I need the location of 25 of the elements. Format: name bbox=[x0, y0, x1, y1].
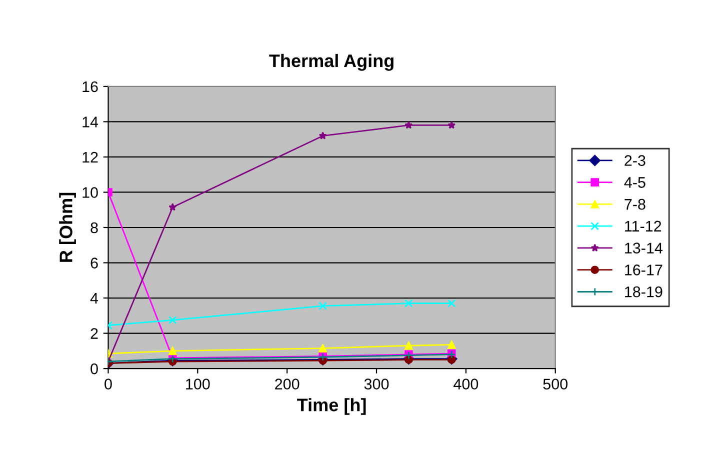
x-tick-label: 500 bbox=[543, 378, 568, 390]
legend-label: 7-8 bbox=[624, 198, 646, 210]
legend-label: 16-17 bbox=[625, 264, 662, 276]
x-axis-title: Time [h] bbox=[297, 398, 366, 415]
chart-title: Thermal Aging bbox=[269, 54, 394, 71]
y-tick-label: 14 bbox=[82, 116, 98, 128]
x-tick-label: 0 bbox=[104, 378, 112, 390]
y-tick-label: 6 bbox=[90, 258, 98, 268]
x-tick-label: 400 bbox=[454, 378, 478, 390]
x-tick-label: 200 bbox=[275, 378, 300, 390]
y-tick-label: 10 bbox=[82, 187, 98, 198]
legend-label: 18-19 bbox=[625, 286, 662, 298]
legend-label: 11-12 bbox=[625, 220, 662, 232]
y-axis-title: R [Ohm] bbox=[59, 192, 76, 262]
y-tick-label: 16 bbox=[82, 81, 98, 92]
y-tick-label: 12 bbox=[82, 152, 98, 163]
legend-label: 13-14 bbox=[625, 242, 663, 254]
y-tick-label: 8 bbox=[90, 222, 98, 234]
legend-label: 4-5 bbox=[624, 177, 646, 188]
y-tick-label: 0 bbox=[90, 363, 98, 374]
y-tick-label: 2 bbox=[90, 328, 98, 339]
x-tick-label: 300 bbox=[364, 378, 389, 390]
y-tick-label: 4 bbox=[90, 293, 98, 304]
legend-label: 2-3 bbox=[624, 155, 646, 166]
x-tick-label: 100 bbox=[186, 378, 210, 390]
